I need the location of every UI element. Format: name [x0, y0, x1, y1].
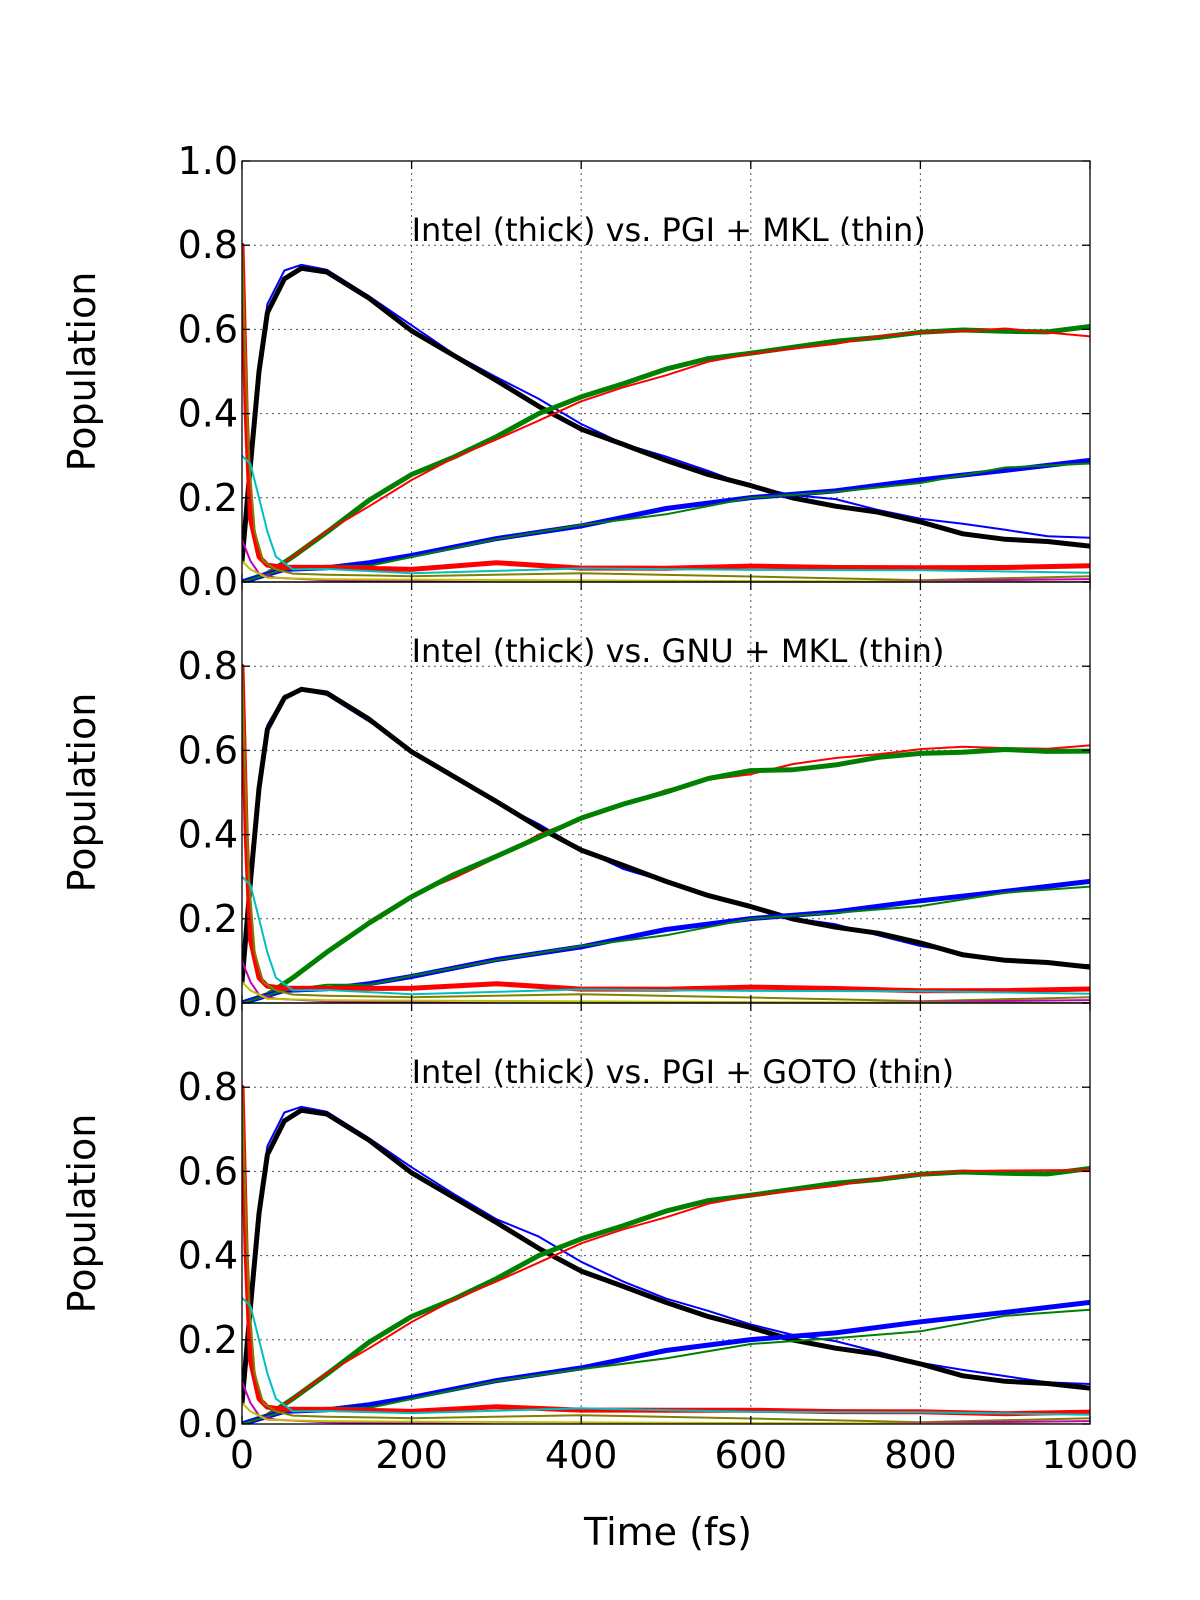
series-line-thick	[242, 324, 1090, 582]
series-group	[242, 663, 1090, 1003]
series-line-thin	[242, 327, 1090, 582]
series-line-thick	[242, 1084, 1090, 1417]
panel-annotation: Intel (thick) vs. PGI + GOTO (thin)	[412, 1053, 955, 1091]
y-tick-label: 0.0	[178, 560, 238, 604]
x-tick-label: 600	[715, 1433, 788, 1477]
series-line-thick	[242, 1299, 1090, 1424]
y-tick-label: 0.6	[178, 307, 238, 351]
y-tick-label: 1.0	[178, 139, 238, 183]
y-tick-label: 0.2	[178, 897, 238, 941]
panel-pgi-mkl: 0.0 0.2 0.4 0.6 0.8 1.0 Population Intel (thick…	[60, 139, 1091, 604]
series-line-thick	[242, 1107, 1090, 1406]
panel-pgi-goto: 0.0 0.2 0.4 0.6 0.8 0 200 400 600 800 1000 Populati…	[60, 1002, 1139, 1477]
series-line-thin	[242, 981, 1090, 1003]
y-tick-label: 0.2	[178, 1318, 238, 1362]
series-line-thick	[242, 1166, 1090, 1424]
series-group	[242, 1084, 1090, 1424]
y-axis-label: Population	[60, 1114, 104, 1314]
series-group	[242, 242, 1090, 582]
series-line-thin	[242, 1296, 1090, 1416]
y-tick-label: 0.4	[178, 1234, 238, 1278]
x-tick-label: 400	[545, 1433, 618, 1477]
y-tick-label: 0.6	[178, 1149, 238, 1193]
series-line-thick	[242, 686, 1090, 985]
y-tick-label: 0.8	[178, 644, 238, 688]
y-tick-label: 0.8	[178, 223, 238, 267]
series-line-thick	[242, 663, 1090, 994]
series-line-thin	[242, 560, 1090, 582]
y-tick-label: 0.0	[178, 981, 238, 1025]
x-tick-label: 200	[375, 1433, 448, 1477]
series-line-thick	[242, 457, 1090, 582]
series-line-thick	[242, 747, 1090, 1003]
y-tick-label: 0.8	[178, 1065, 238, 1109]
series-line-thin	[242, 875, 1090, 996]
x-axis-label: Time (fs)	[583, 1510, 752, 1554]
panel-gnu-mkl: 0.0 0.2 0.4 0.6 0.8 Population Intel (thick) v…	[60, 581, 1091, 1025]
y-axis-label: Population	[60, 693, 104, 893]
series-line-thick	[242, 242, 1090, 572]
series-line-thin	[242, 263, 1090, 562]
y-axis-label: Population	[60, 272, 104, 472]
series-line-thin	[242, 744, 1090, 1003]
x-tick-label: 0	[230, 1433, 254, 1477]
y-tick-label: 0.2	[178, 476, 238, 520]
y-tick-label: 0.4	[178, 813, 238, 857]
panel-annotation: Intel (thick) vs. GNU + MKL (thin)	[412, 632, 945, 670]
x-tick-label: 800	[884, 1433, 957, 1477]
series-line-thin	[242, 1402, 1090, 1424]
y-tick-label: 0.4	[178, 392, 238, 436]
plot-frame	[241, 1002, 1091, 1425]
series-line-thin	[242, 689, 1090, 983]
series-line-thin	[242, 885, 1090, 1003]
x-tick-label: 1000	[1042, 1433, 1139, 1477]
y-tick-label: 0.0	[178, 1402, 238, 1446]
series-line-thick	[242, 265, 1090, 564]
y-tick-label: 0.6	[178, 728, 238, 772]
panel-annotation: Intel (thick) vs. PGI + MKL (thin)	[412, 211, 926, 249]
series-line-thin	[242, 1168, 1090, 1424]
series-line-thin	[242, 454, 1090, 575]
